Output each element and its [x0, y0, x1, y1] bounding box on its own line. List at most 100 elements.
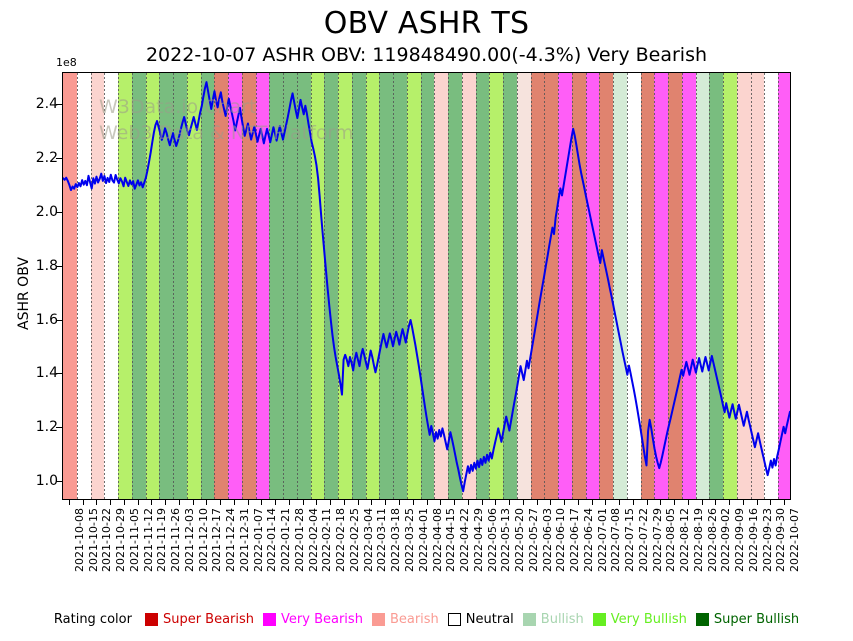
y-axis-tick-mark: [56, 427, 62, 429]
band-separator: [228, 73, 230, 499]
x-axis-tick-label: 2022-04-15: [444, 508, 458, 572]
band-separator: [640, 73, 642, 499]
band-separator: [379, 73, 381, 499]
legend-swatch-icon: [144, 613, 158, 626]
band-separator: [448, 73, 450, 499]
x-axis-tick-label: 2022-05-06: [485, 508, 499, 572]
x-axis-tick-label: 2022-03-11: [375, 508, 389, 572]
rating-band: [406, 73, 422, 499]
band-separator: [475, 73, 477, 499]
band-separator: [269, 73, 271, 499]
x-axis-tick-mark: [385, 500, 387, 505]
band-separator: [118, 73, 120, 499]
rating-band: [310, 73, 325, 499]
x-axis-tick-label: 2022-06-17: [568, 508, 582, 572]
band-separator: [558, 73, 560, 499]
legend-item[interactable]: Super Bearish: [144, 612, 255, 627]
x-axis-tick-mark: [302, 500, 304, 505]
legend-item-label: Super Bearish: [162, 612, 255, 627]
x-axis-tick-mark: [454, 500, 455, 505]
x-axis-tick-mark: [467, 500, 469, 505]
rating-band: [613, 73, 628, 499]
band-separator: [104, 73, 106, 499]
x-axis-tick-label: 2022-07-08: [609, 508, 623, 572]
x-axis-tick-mark: [742, 500, 744, 505]
x-axis-tick-mark: [412, 500, 414, 505]
y-axis-tick-mark: [56, 211, 62, 213]
y-axis-tick-mark: [56, 104, 62, 106]
x-axis-tick-label: 2021-11-12: [141, 508, 155, 572]
legend-item[interactable]: Very Bullish: [592, 612, 687, 627]
rating-band: [736, 73, 752, 499]
x-axis-tick-mark: [165, 500, 167, 505]
legend-item[interactable]: Super Bullish: [695, 612, 800, 627]
x-axis-tick-mark: [770, 500, 772, 505]
y-axis-tick-label: 2.0: [35, 203, 58, 220]
x-axis-tick-mark: [509, 500, 511, 505]
y-axis-tick-mark: [56, 373, 62, 375]
band-separator: [90, 73, 92, 499]
x-axis-tick-mark: [674, 500, 676, 505]
band-separator: [571, 73, 573, 499]
x-axis-tick-label: 2022-08-26: [705, 508, 719, 572]
rating-band: [159, 73, 174, 499]
band-separator: [489, 73, 491, 499]
rating-color-legend: Rating color Super Bearish Very Bearish Be…: [0, 612, 853, 627]
x-axis-tick-label: 2022-01-21: [279, 508, 293, 572]
rating-band: [626, 73, 642, 499]
legend-item[interactable]: Bullish: [522, 612, 584, 627]
legend-item-label: Super Bullish: [713, 612, 800, 627]
x-axis-tick-mark: [660, 500, 662, 505]
x-axis-tick-label: 2021-12-03: [182, 508, 196, 572]
rating-band: [668, 73, 683, 499]
legend-item[interactable]: Neutral: [447, 612, 514, 627]
rating-band: [503, 73, 518, 499]
x-axis-tick-mark: [632, 500, 634, 505]
x-axis-tick-mark: [536, 500, 538, 505]
legend-item[interactable]: Very Bearish: [263, 612, 363, 627]
rating-band: [145, 73, 160, 499]
band-separator: [434, 73, 436, 499]
band-separator: [145, 73, 147, 499]
legend-item[interactable]: Bearish: [371, 612, 439, 627]
band-separator: [200, 73, 202, 499]
rating-band: [764, 73, 779, 499]
x-axis-tick-label: 2022-02-18: [334, 508, 348, 572]
x-axis-tick-label: 2022-09-09: [733, 508, 747, 572]
legend-item-label: Neutral: [465, 612, 514, 627]
x-axis-tick-mark: [481, 500, 483, 505]
x-axis-tick-label: 2021-11-26: [169, 508, 183, 572]
rating-band: [778, 73, 790, 499]
band-separator: [516, 73, 518, 499]
rating-band: [228, 73, 243, 499]
x-axis-tick-label: 2021-11-19: [155, 508, 169, 572]
x-axis-tick-mark: [646, 500, 648, 505]
rating-band: [489, 73, 504, 499]
x-axis-tick-mark: [247, 500, 249, 505]
plot-area: W3Data.io Chart Web3 Data & NFT Platform: [62, 72, 791, 500]
x-axis-tick-mark: [729, 500, 731, 505]
y-axis-tick-mark: [56, 158, 62, 160]
rating-band: [255, 73, 270, 499]
y-axis-tick-label: 2.2: [35, 150, 58, 167]
x-axis-tick-mark: [426, 500, 428, 505]
rating-band: [516, 73, 532, 499]
x-axis-tick-label: 2021-12-17: [210, 508, 224, 572]
rating-band: [283, 73, 298, 499]
band-separator: [324, 73, 326, 499]
x-axis-tick-label: 2022-04-22: [458, 508, 471, 572]
x-axis-tick-mark: [605, 500, 607, 505]
x-axis-tick-label: 2022-07-22: [636, 508, 650, 572]
band-separator: [723, 73, 725, 499]
band-separator: [736, 73, 738, 499]
rating-band: [530, 73, 545, 499]
x-axis-tick-mark: [701, 500, 703, 505]
x-axis-tick-label: 2022-05-27: [526, 508, 540, 572]
x-axis-tick-mark: [123, 500, 125, 505]
x-axis-tick-mark: [206, 500, 208, 505]
band-separator: [681, 73, 683, 499]
rating-band: [241, 73, 257, 499]
rating-band: [475, 73, 490, 499]
x-axis-tick-label: 2022-02-04: [306, 508, 320, 572]
x-axis-tick-mark: [151, 500, 153, 505]
